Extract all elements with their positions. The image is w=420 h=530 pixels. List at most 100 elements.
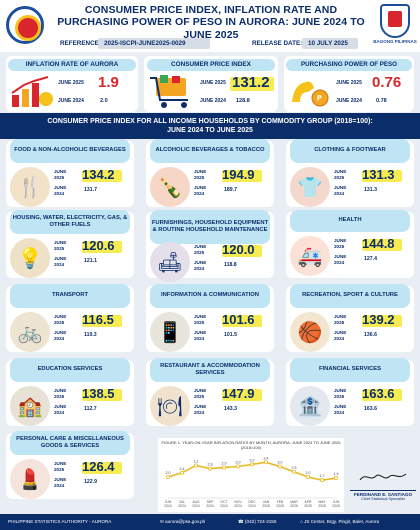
commodity-card: CLOTHING & FOOTWEAR 👕 JUNE 2025 JUNE 2024 13…	[286, 139, 414, 207]
data-point	[165, 474, 170, 479]
x-tick-label: 2025	[290, 504, 298, 508]
page-title: CONSUMER PRICE INDEX, INFLATION RATE AND…	[57, 4, 365, 41]
chart-title: FIGURE 1. YEAR-ON-YEAR INFLATION RATES B…	[161, 440, 341, 450]
value-2025: 138.5	[82, 386, 115, 401]
value-2025: 120.6	[82, 238, 115, 253]
label-2024: JUNE 2024	[194, 260, 207, 271]
peso-coin-icon: ₱	[292, 81, 329, 107]
value-2025: 101.6	[222, 312, 255, 327]
furniture-icon: 🛋	[150, 242, 190, 282]
commodity-name: PERSONAL CARE & MISCELLANEOUS GOODS & SE…	[10, 431, 130, 455]
data-label: 3.0	[278, 461, 283, 465]
label-2025: JUNE 2025	[54, 461, 67, 472]
x-tick-label: JAN	[263, 500, 270, 504]
kpi-value-2025: 1.9	[98, 74, 119, 91]
label-2024: JUNE 2024	[334, 330, 347, 341]
chart-plot: 2.0JUN20242.4JUL20243.1AUG20242.8SEP2024…	[164, 456, 340, 508]
data-label: 2.0	[306, 471, 311, 475]
footer-address: ⌂ JS Center, Brgy. Pingit, Baler, Aurora	[300, 519, 380, 524]
value-2024: 131.3	[364, 187, 377, 193]
inflation-chart: FIGURE 1. YEAR-ON-YEAR INFLATION RATES B…	[158, 438, 344, 512]
x-tick-label: 2024	[192, 504, 200, 508]
release-label: RELEASE DATE:	[252, 40, 303, 47]
x-tick-label: MAY	[318, 500, 326, 504]
value-2024: 118.8	[224, 262, 237, 268]
value-2024: 122.9	[84, 479, 97, 485]
footer-email[interactable]: ✉ aurora@psa.gov.ph	[160, 519, 206, 524]
bank-icon: 🏦	[290, 386, 330, 426]
value-2025: 131.3	[362, 167, 395, 182]
commodity-name: INFORMATION & COMMUNICATION	[150, 284, 270, 308]
commodity-card: RECREATION, SPORT & CULTURE 🏀 JUNE 2025 JUN…	[286, 284, 414, 352]
footer: PHILIPPINE STATISTICS AUTHORITY - AURORA…	[0, 514, 420, 530]
value-2024: 127.4	[364, 256, 377, 262]
commodity-name: HEALTH	[290, 210, 410, 232]
commodity-card: ALCOHOLIC BEVERAGES & TOBACCO 🍾 JUNE 2025 J…	[146, 139, 274, 207]
value-highlight	[82, 389, 122, 401]
value-highlight	[82, 170, 122, 182]
beauty-icon: 💄	[10, 459, 50, 499]
kpi-label-2024: JUNE 2024	[58, 98, 84, 104]
commodity-name: RECREATION, SPORT & CULTURE	[290, 284, 410, 308]
data-point	[179, 470, 184, 475]
data-label: 2.8	[208, 463, 213, 467]
kpi-card-purchasing-power: PURCHASING POWER OF PESO ₱ JUNE 2025 JUN…	[284, 56, 414, 112]
commodity-name: FURNISHINGS, HOUSEHOLD EQUIPMENT & ROUTI…	[150, 210, 270, 244]
commodity-card: FOOD & NON-ALCOHOLIC BEVERAGES 🍴 JUNE 2025…	[6, 139, 134, 207]
kpi-value-2024: 2.0	[100, 98, 108, 104]
label-2025: JUNE 2025	[194, 388, 207, 399]
food-icon: 🍴	[10, 167, 50, 207]
data-point	[291, 469, 296, 474]
label-2024: JUNE 2024	[54, 330, 67, 341]
value-highlight	[362, 389, 402, 401]
ambulance-icon: 🚑	[290, 236, 330, 276]
label-2024: JUNE 2024	[54, 477, 67, 488]
x-tick-label: JUN	[165, 500, 172, 504]
kpi-value-2024: 128.8	[236, 98, 250, 104]
commodity-card: EDUCATION SERVICES 🏫 JUNE 2025 JUNE 2024 138…	[6, 358, 134, 426]
x-tick-label: 2024	[178, 504, 186, 508]
x-tick-label: JUN	[333, 500, 340, 504]
x-tick-label: AUG	[192, 500, 200, 504]
kpi-label-2025: JUNE 2025	[336, 80, 362, 86]
label-2025: JUNE 2025	[54, 314, 67, 325]
data-label: 3.4	[264, 456, 269, 460]
kpi-card-cpi: CONSUMER PRICE INDEX JUNE 2025 JUNE 2024…	[144, 56, 278, 112]
data-point	[250, 462, 255, 467]
kpi-card-inflation: INFLATION RATE OF AURORA JUNE 2025 JUNE …	[6, 56, 138, 112]
value-highlight	[222, 245, 262, 257]
value-2024: 163.6	[364, 406, 377, 412]
data-point	[236, 464, 241, 469]
label-2025: JUNE 2025	[194, 169, 207, 180]
bagong-pilipinas-text: BAGONG PILIPINAS	[373, 39, 417, 44]
label-2025: JUNE 2025	[54, 240, 67, 251]
data-label: 2.5	[292, 466, 297, 470]
psa-logo	[6, 6, 44, 44]
commodity-name: EDUCATION SERVICES	[10, 358, 130, 382]
label-2025: JUNE 2025	[334, 238, 347, 249]
commodity-name: CLOTHING & FOOTWEAR	[290, 139, 410, 163]
school-icon: 🏫	[10, 386, 50, 426]
value-highlight	[362, 315, 402, 327]
value-2025: 147.9	[222, 386, 255, 401]
cyclist-icon: 🚲	[10, 312, 50, 352]
kpi-value-2024: 0.78	[376, 98, 387, 104]
bagong-pilipinas-logo	[380, 4, 410, 38]
label-2024: JUNE 2024	[194, 330, 207, 341]
commodity-name: ALCOHOLIC BEVERAGES & TOBACCO	[150, 139, 270, 163]
value-2025: 134.2	[82, 167, 115, 182]
value-2025: 139.2	[362, 312, 395, 327]
kpi-label-2024: JUNE 2024	[200, 98, 226, 104]
kpi-title: CONSUMER PRICE INDEX	[147, 59, 275, 71]
label-2024: JUNE 2024	[54, 185, 67, 196]
rising-chart-icon	[11, 76, 53, 107]
kpi-value-2025: 131.2	[232, 74, 270, 91]
footer-org: PHILIPPINE STATISTICS AUTHORITY - AURORA	[8, 519, 112, 524]
commodity-name: FOOD & NON-ALCOHOLIC BEVERAGES	[10, 139, 130, 163]
kpi-label-2025: JUNE 2025	[58, 80, 84, 86]
kpi-label-2024: JUNE 2024	[336, 98, 362, 104]
value-highlight	[222, 315, 262, 327]
label-2024: JUNE 2024	[334, 404, 347, 415]
label-2024: JUNE 2024	[194, 404, 207, 415]
data-label: 1.7	[320, 474, 325, 478]
